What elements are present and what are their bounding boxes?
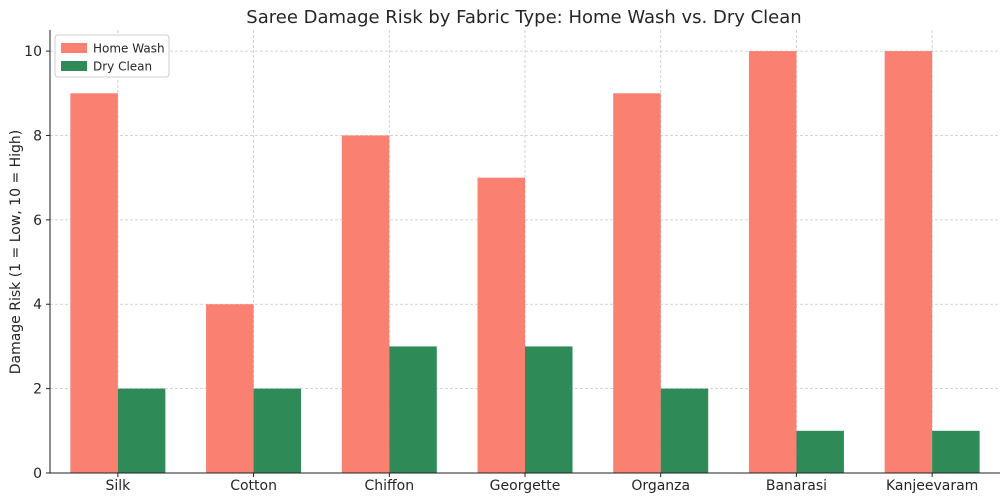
x-tick-label: Banarasi [766,478,827,494]
home-wash-bar [206,304,254,473]
x-tick-label: Chiffon [364,478,414,494]
home-wash-bar [748,51,797,473]
legend-swatch [61,43,87,53]
home-wash-bar [613,93,661,474]
y-tick-label: 4 [33,297,42,313]
dry-clean-bar [117,388,166,473]
legend: Home Wash Dry Clean [54,34,170,78]
x-tick-label: Cotton [230,478,277,494]
dry-clean-bar [525,346,573,473]
dry-clean-bar [389,346,437,473]
home-wash-bar [341,135,390,473]
bars-layer [70,51,980,474]
y-tick-label: 6 [33,213,42,229]
y-tick-label: 10 [24,44,42,60]
dry-clean-bar [796,430,844,473]
x-tick-label: Organza [631,478,690,494]
y-tick-label: 2 [33,382,42,398]
legend-label: Home Wash [93,42,165,56]
legend-swatch [61,61,87,71]
home-wash-bar [884,51,933,473]
axes-layer: 0 2 4 6 8 10 Silk Cotton Chiffon Georgette Organza… [24,30,1000,494]
x-tick-label: Kanjeevaram [886,478,978,494]
chart-title: Saree Damage Risk by Fabric Type: Home W… [246,7,801,28]
y-axis-label: Damage Risk (1 = Low, 10 = High) [8,130,24,375]
x-tick-label: Georgette [490,478,561,494]
y-tick-label: 8 [33,128,42,144]
x-tick-label: Silk [105,478,131,494]
legend-label: Dry Clean [93,60,152,74]
home-wash-bar [477,177,525,473]
dry-clean-bar [660,388,709,473]
dry-clean-bar [253,388,302,473]
dry-clean-bar [932,430,980,473]
y-tick-label: 0 [33,466,42,482]
home-wash-bar [70,93,118,474]
